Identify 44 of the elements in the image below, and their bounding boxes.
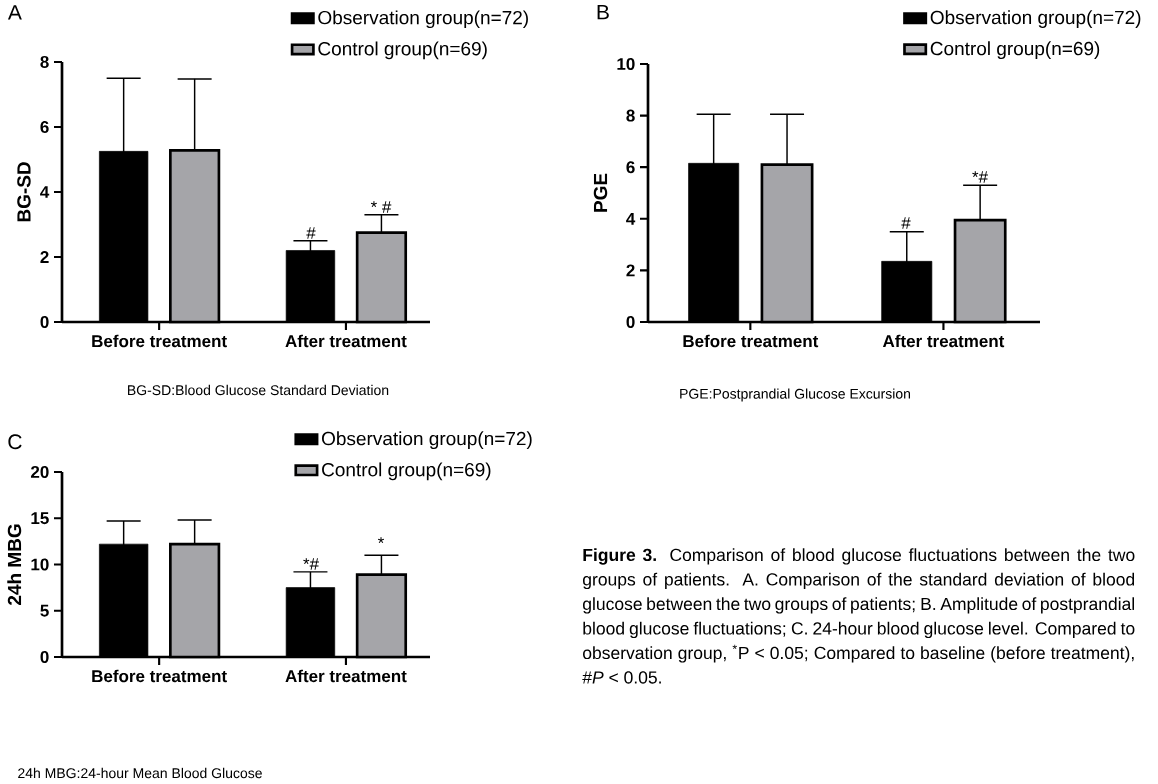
legend-label: Observation group(n=72) bbox=[322, 431, 532, 450]
y-tick-label: 8 bbox=[626, 109, 635, 122]
y-axis-title: BG-SD bbox=[17, 162, 31, 222]
y-tick-label: 2 bbox=[626, 264, 635, 277]
y-axis-title: 24h MBG bbox=[7, 524, 22, 605]
annotation: *# bbox=[972, 171, 988, 183]
legend-label: Observation group(n=72) bbox=[930, 10, 1141, 28]
text: Figure 3. Comparison of blood glucose fluctuations between the two groups of patients. A. Comparison of the standard deviation of blood glucose between the two groups of patients; B. Amplitude of postprandial blood glucose fluctuations; C. 24-hour blood glucose level. Compared to observation group, $^{*}$P < 0.05; Compared to baseline (before treatment), #P < 0.05. bbox=[582, 548, 1135, 684]
y-tick-label: 4 bbox=[40, 186, 50, 198]
annotation: * # bbox=[370, 201, 392, 213]
text: PGE:Postprandial Glucose Excursion bbox=[680, 388, 911, 402]
legend-label: Control group(n=69) bbox=[322, 462, 491, 481]
y-tick-label: 2 bbox=[40, 251, 49, 263]
y-tick-label: 6 bbox=[40, 120, 49, 134]
x-tick-label: After treatment bbox=[285, 669, 407, 683]
x-tick-label: Before treatment bbox=[683, 334, 819, 348]
y-tick-label: 8 bbox=[40, 55, 49, 69]
y-tick-label: 0 bbox=[626, 315, 635, 329]
y-tick-label: 4 bbox=[626, 212, 636, 225]
y-tick-label: 15 bbox=[31, 512, 49, 525]
legend-label: Observation group(n=72) bbox=[318, 10, 528, 29]
x-tick-label: After treatment bbox=[285, 334, 407, 348]
y-tick-label: 6 bbox=[626, 161, 635, 174]
y-tick-label: 10 bbox=[617, 57, 635, 71]
annotation: # bbox=[901, 217, 911, 229]
y-axis-title: PGE bbox=[593, 173, 608, 212]
legend-label: Control group(n=69) bbox=[930, 41, 1100, 60]
chart-title: B bbox=[597, 4, 609, 20]
y-tick-label: 0 bbox=[40, 650, 49, 663]
annotation: # bbox=[306, 227, 316, 239]
annotation: * bbox=[377, 537, 385, 544]
chart-title: A bbox=[7, 5, 22, 20]
y-tick-label: 20 bbox=[30, 465, 49, 479]
y-tick-label: 10 bbox=[31, 558, 49, 571]
y-tick-label: 5 bbox=[40, 604, 49, 617]
x-tick-label: Before treatment bbox=[92, 669, 227, 683]
y-tick-label: 0 bbox=[40, 315, 49, 329]
legend-label: Control group(n=69) bbox=[318, 41, 487, 60]
chart-title: C bbox=[8, 434, 22, 450]
annotation: *# bbox=[303, 558, 319, 570]
text: BG-SD:Blood Glucose Standard Deviation bbox=[128, 384, 389, 396]
text: 24h MBG:24-hour Mean Blood Glucose bbox=[18, 767, 262, 779]
x-tick-label: Before treatment bbox=[92, 334, 227, 348]
x-tick-label: After treatment bbox=[882, 334, 1005, 348]
